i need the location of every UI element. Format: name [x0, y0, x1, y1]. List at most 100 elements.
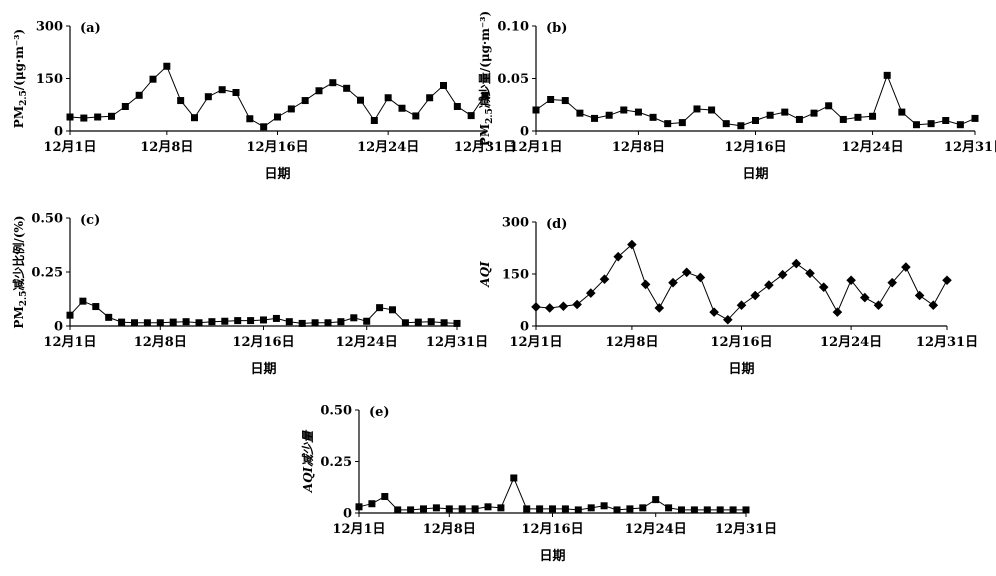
data-point-square	[458, 505, 466, 513]
data-point-diamond	[860, 292, 870, 303]
data-point-square	[576, 109, 584, 117]
y-tick-label: 0	[54, 125, 63, 140]
data-point-diamond	[846, 275, 856, 286]
data-point-square	[481, 91, 489, 99]
panel-label: (c)	[80, 213, 100, 228]
data-point-square	[80, 114, 88, 122]
chart-panel-4: 0 150 300 12月1日 12月8日 12月16日 12月24日 12月31日 (d) 日期…	[478, 216, 978, 378]
x-tick-label: 12月8日	[605, 335, 658, 350]
y-tick-label: 0.50	[31, 212, 63, 227]
data-point-square	[497, 504, 505, 512]
data-point-square	[298, 319, 306, 327]
x-tick-label: 12月16日	[724, 140, 786, 155]
data-point-square	[108, 112, 115, 120]
data-point-diamond	[791, 258, 802, 269]
data-point-square	[398, 104, 406, 112]
y-tick-label: 300	[36, 20, 63, 35]
data-point-square	[561, 505, 569, 513]
y-tick-label: 150	[36, 72, 63, 87]
y-tick-label: 0.25	[31, 266, 63, 281]
chart-panel-5: 0 0.25 0.50 12月1日 12月8日 12月16日 12月24日 12月31日 (e)…	[301, 404, 777, 565]
y-axis-label: PM2.5减少量/(μg·m⁻³)	[477, 11, 495, 146]
y-tick-label: 0	[343, 507, 352, 522]
data-point-diamond	[599, 274, 610, 284]
data-point-square	[839, 115, 847, 123]
data-point-diamond	[572, 299, 582, 310]
y-tick-label: 150	[502, 268, 529, 283]
data-point-square	[737, 122, 745, 130]
data-point-square	[389, 306, 396, 314]
y-tick-label: 0.25	[320, 455, 352, 470]
data-point-square	[626, 505, 634, 513]
x-tick-label: 12月16日	[246, 140, 308, 155]
data-point-square	[440, 82, 447, 89]
data-point-square	[587, 504, 595, 512]
x-tick-label: 12月24日	[357, 140, 419, 155]
y-tick-label: 300	[502, 216, 529, 231]
data-point-square	[274, 113, 281, 121]
panel-label: (d)	[546, 217, 567, 232]
data-point-diamond	[654, 303, 665, 313]
data-point-square	[536, 505, 544, 513]
data-point-square	[79, 297, 87, 305]
data-point-diamond	[613, 251, 623, 262]
chart-panel-2: 0 0.05 0.10 12月1日 12月8日 12月16日 12月24日 12月31日 (b)…	[477, 11, 996, 182]
data-point-diamond	[544, 303, 555, 313]
data-point-diamond	[736, 300, 747, 310]
chart-panel-3: 0 0.25 0.50 12月1日 12月8日 12月16日 12月24日 12月31日 (c)…	[11, 212, 488, 378]
data-point-square	[329, 79, 337, 87]
data-point-diamond	[818, 282, 829, 292]
x-tick-label: 12月31日	[426, 335, 488, 350]
data-point-square	[869, 112, 877, 120]
data-point-square	[810, 109, 818, 117]
data-point-diamond	[627, 239, 637, 250]
data-point-square	[401, 319, 409, 327]
data-point-square	[355, 503, 363, 511]
data-point-square	[613, 506, 621, 514]
data-point-square	[693, 105, 701, 113]
data-point-square	[384, 94, 392, 102]
series-line	[358, 476, 746, 511]
data-point-square	[121, 103, 129, 110]
data-point-diamond	[873, 300, 884, 310]
data-point-square	[600, 502, 608, 510]
data-point-square	[394, 506, 402, 514]
data-point-square	[66, 113, 74, 121]
data-point-square	[927, 120, 935, 128]
x-tick-label: 12月1日	[509, 335, 562, 350]
data-point-square	[708, 106, 716, 114]
data-point-diamond	[681, 267, 692, 278]
x-tick-label: 12月8日	[612, 140, 665, 155]
x-tick-label: 12月31日	[944, 140, 996, 155]
data-point-square	[591, 114, 599, 122]
y-tick-label: 0.50	[320, 404, 352, 419]
data-point-square	[92, 303, 100, 311]
data-point-square	[204, 93, 212, 101]
y-tick-label: 0	[520, 320, 529, 335]
data-point-square	[547, 96, 555, 103]
data-point-diamond	[928, 300, 939, 310]
data-point-square	[357, 96, 364, 104]
data-point-square	[549, 505, 556, 513]
data-point-square	[247, 317, 255, 325]
data-point-square	[795, 115, 803, 123]
data-point-diamond	[887, 277, 897, 288]
data-point-square	[105, 313, 113, 321]
data-point-square	[532, 106, 540, 114]
data-point-square	[561, 97, 569, 105]
data-point-diamond	[901, 262, 911, 272]
data-point-diamond	[640, 279, 651, 290]
data-point-square	[752, 117, 759, 124]
data-point-square	[453, 103, 461, 110]
data-point-square	[260, 123, 268, 131]
data-point-square	[420, 505, 427, 513]
data-point-square	[722, 120, 730, 128]
data-point-square	[639, 504, 647, 512]
data-point-diamond	[764, 280, 774, 290]
data-point-square	[825, 102, 833, 110]
x-axis-label: 日期	[250, 362, 276, 377]
panel-label: (b)	[546, 21, 567, 36]
data-point-square	[272, 314, 280, 322]
data-point-square	[169, 318, 177, 326]
